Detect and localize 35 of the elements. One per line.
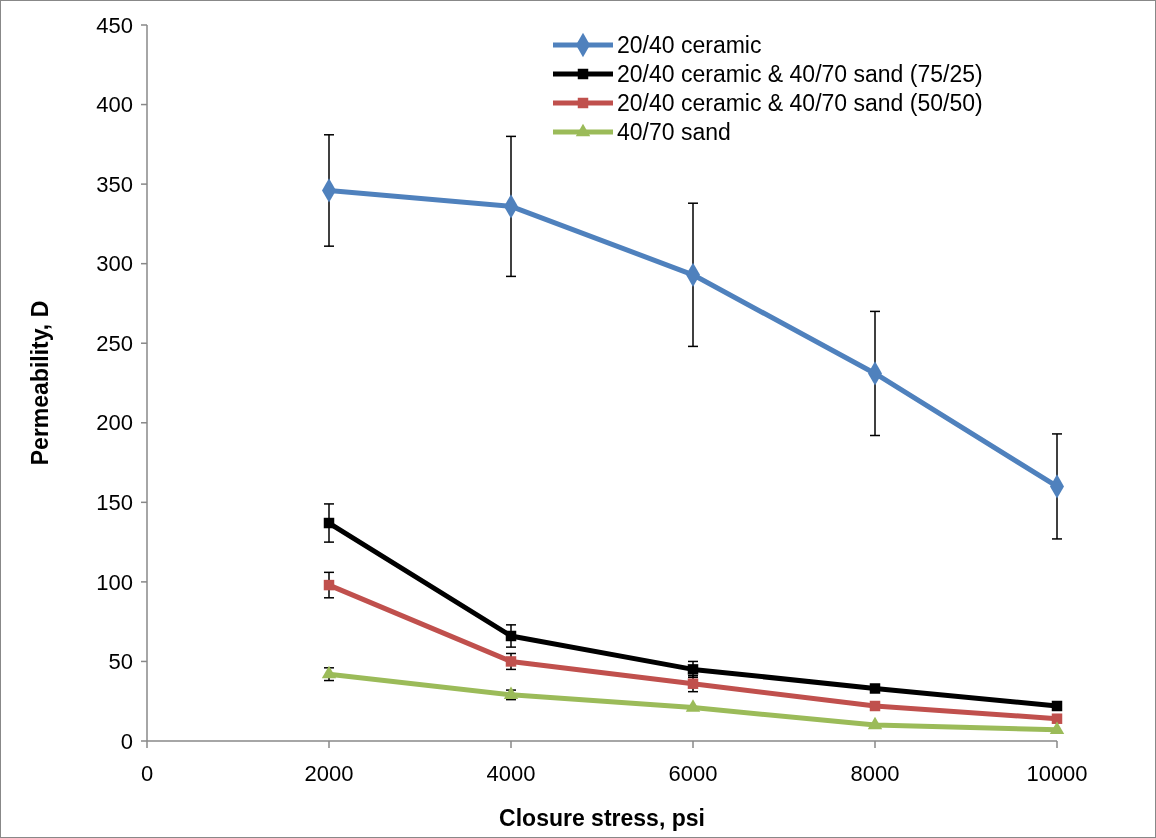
x-tick-label: 2000	[304, 761, 354, 786]
x-tick-label: 8000	[850, 761, 900, 786]
point	[505, 630, 517, 642]
point	[505, 656, 517, 667]
point	[687, 678, 699, 689]
point	[867, 716, 883, 730]
y-tick-label: 100	[96, 569, 133, 595]
x-tick-label: 4000	[486, 761, 536, 786]
y-tick-label: 350	[96, 171, 133, 197]
point	[685, 699, 701, 712]
legend-label: 20/40 ceramic	[617, 32, 762, 59]
point	[869, 700, 881, 712]
point	[323, 517, 335, 529]
y-tick-label: 50	[108, 649, 133, 675]
y-tick-label: 150	[96, 490, 133, 516]
x-tick-label: 0	[140, 761, 154, 786]
y-tick-label: 300	[96, 251, 133, 277]
x-tick-label: 10000	[1026, 761, 1088, 786]
y-tick-label: 0	[120, 728, 133, 754]
x-axis-title: Closure stress, psi	[499, 805, 705, 831]
y-axis-title: Permeability, D	[27, 300, 53, 466]
point	[687, 664, 699, 675]
y-tick-label: 200	[96, 410, 133, 436]
y-tick-label: 400	[96, 92, 133, 118]
y-tick-label: 250	[96, 330, 133, 356]
point	[323, 579, 335, 591]
point	[1051, 700, 1063, 712]
x-tick-label: 6000	[668, 761, 718, 786]
point	[1049, 721, 1065, 735]
legend-label: 40/70 sand	[617, 119, 731, 146]
point	[1051, 713, 1063, 724]
legend-label: 20/40 ceramic & 40/70 sand (75/25)	[617, 61, 983, 88]
legend-label: 20/40 ceramic & 40/70 sand (50/50)	[617, 90, 983, 117]
point	[869, 683, 881, 694]
y-tick-label: 450	[96, 12, 133, 38]
